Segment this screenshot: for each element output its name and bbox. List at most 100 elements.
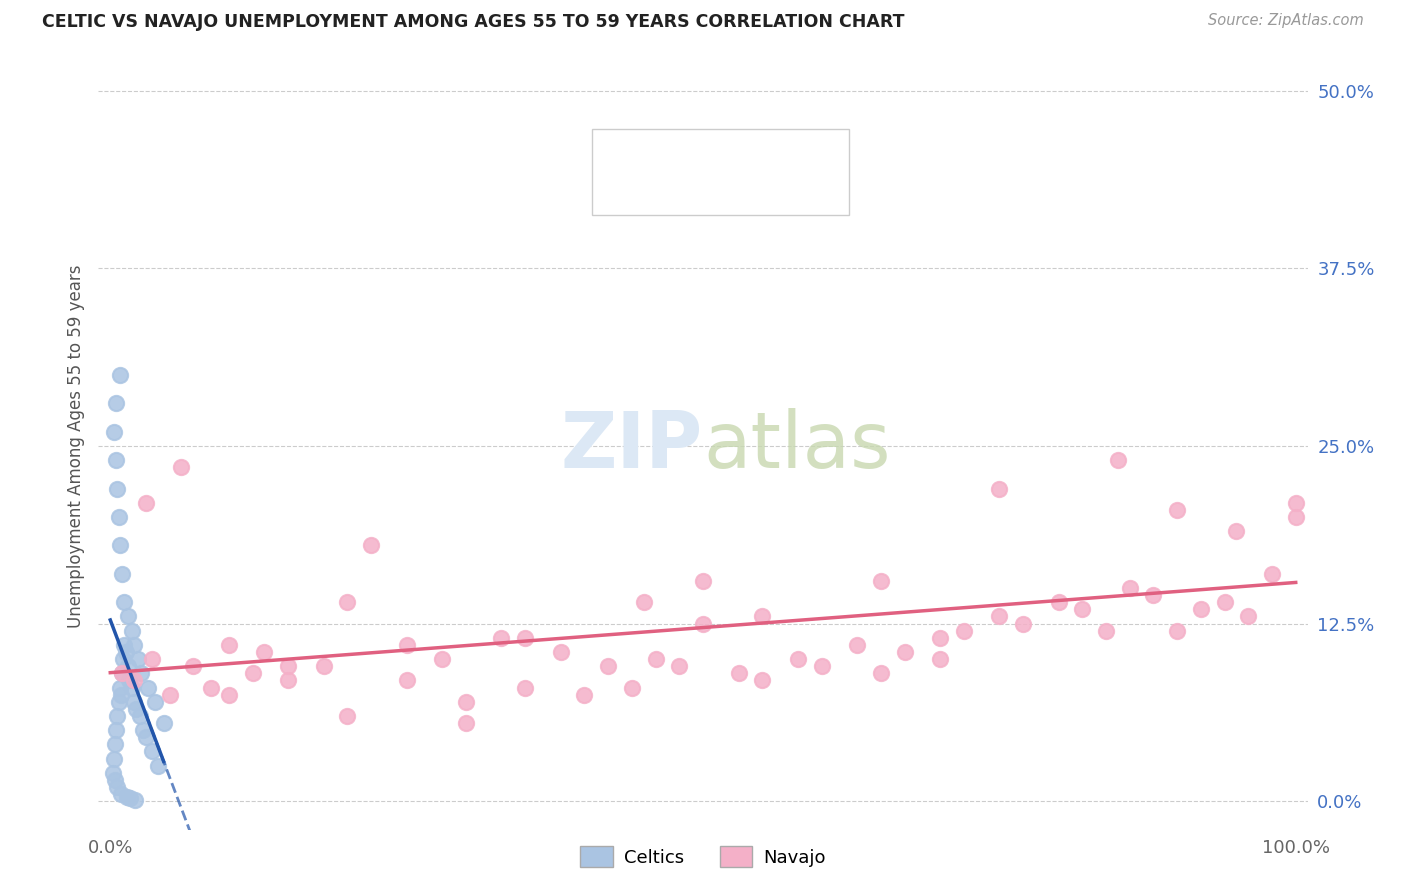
Point bbox=[121, 624, 143, 638]
Point bbox=[105, 482, 128, 496]
Point bbox=[1071, 602, 1094, 616]
Point bbox=[105, 396, 128, 410]
Point bbox=[751, 609, 773, 624]
Point bbox=[107, 695, 129, 709]
Point bbox=[242, 666, 264, 681]
Point bbox=[114, 638, 136, 652]
Point bbox=[751, 673, 773, 688]
Point bbox=[1119, 581, 1142, 595]
Point bbox=[122, 638, 145, 652]
Point bbox=[1225, 524, 1247, 539]
Point bbox=[181, 659, 204, 673]
Point bbox=[1047, 595, 1070, 609]
Text: 65: 65 bbox=[792, 183, 815, 202]
Point bbox=[218, 688, 240, 702]
Point bbox=[432, 652, 454, 666]
Point bbox=[598, 659, 620, 673]
Point bbox=[692, 616, 714, 631]
Point bbox=[869, 666, 891, 681]
Point bbox=[1285, 496, 1308, 510]
Text: 0.313: 0.313 bbox=[689, 183, 745, 202]
Point bbox=[124, 793, 146, 807]
Point bbox=[1012, 616, 1035, 631]
Point bbox=[117, 609, 139, 624]
Point bbox=[108, 368, 131, 382]
Text: 45: 45 bbox=[792, 141, 815, 161]
Text: Source: ZipAtlas.com: Source: ZipAtlas.com bbox=[1208, 13, 1364, 29]
Point bbox=[218, 638, 240, 652]
Point bbox=[121, 681, 143, 695]
FancyBboxPatch shape bbox=[603, 136, 637, 165]
Point bbox=[312, 659, 335, 673]
Point bbox=[132, 723, 155, 738]
Point bbox=[111, 666, 134, 681]
Point bbox=[146, 758, 169, 772]
Point bbox=[574, 688, 596, 702]
Point bbox=[929, 652, 952, 666]
Point bbox=[105, 453, 128, 467]
Point bbox=[105, 780, 128, 794]
Point bbox=[129, 709, 152, 723]
Point bbox=[1142, 588, 1164, 602]
Point bbox=[105, 709, 128, 723]
Point bbox=[1237, 609, 1260, 624]
Point bbox=[336, 595, 359, 609]
Point bbox=[692, 574, 714, 588]
Point bbox=[141, 744, 163, 758]
Point bbox=[515, 631, 537, 645]
Point bbox=[141, 652, 163, 666]
Point bbox=[633, 595, 655, 609]
Point bbox=[253, 645, 276, 659]
Point bbox=[122, 695, 145, 709]
Point bbox=[108, 681, 131, 695]
Point bbox=[395, 638, 418, 652]
Point bbox=[644, 652, 666, 666]
Text: 0.634: 0.634 bbox=[689, 141, 745, 161]
Point bbox=[454, 695, 477, 709]
Point bbox=[110, 787, 132, 801]
Point bbox=[104, 772, 127, 787]
Text: R =: R = bbox=[647, 141, 690, 161]
Point bbox=[135, 730, 157, 744]
Point bbox=[277, 659, 299, 673]
Point bbox=[1107, 453, 1129, 467]
Point bbox=[118, 673, 141, 688]
Point bbox=[120, 791, 142, 805]
Point bbox=[1261, 566, 1284, 581]
Point bbox=[1166, 503, 1188, 517]
Point bbox=[929, 631, 952, 645]
Point bbox=[107, 510, 129, 524]
Point bbox=[170, 460, 193, 475]
Point bbox=[114, 645, 136, 659]
Point bbox=[869, 574, 891, 588]
Point bbox=[810, 659, 832, 673]
Point bbox=[846, 638, 869, 652]
Point bbox=[491, 631, 513, 645]
Point bbox=[136, 681, 159, 695]
Point bbox=[159, 688, 181, 702]
Point bbox=[104, 737, 127, 751]
Point bbox=[1166, 624, 1188, 638]
Point bbox=[115, 789, 138, 804]
Point bbox=[101, 765, 124, 780]
Point bbox=[515, 681, 537, 695]
Point bbox=[143, 695, 166, 709]
Point bbox=[129, 666, 152, 681]
Point bbox=[1285, 510, 1308, 524]
Text: N =: N = bbox=[755, 183, 799, 202]
Text: R =: R = bbox=[647, 183, 696, 202]
Point bbox=[786, 652, 808, 666]
Point bbox=[550, 645, 572, 659]
Point bbox=[1213, 595, 1236, 609]
Text: N =: N = bbox=[755, 141, 799, 161]
Point bbox=[620, 681, 643, 695]
Legend: Celtics, Navajo: Celtics, Navajo bbox=[574, 839, 832, 874]
Point bbox=[110, 688, 132, 702]
Point bbox=[988, 609, 1011, 624]
Point bbox=[108, 538, 131, 552]
Point bbox=[1189, 602, 1212, 616]
Point bbox=[1095, 624, 1118, 638]
Point bbox=[111, 666, 134, 681]
Point bbox=[336, 709, 359, 723]
Point bbox=[103, 751, 125, 765]
